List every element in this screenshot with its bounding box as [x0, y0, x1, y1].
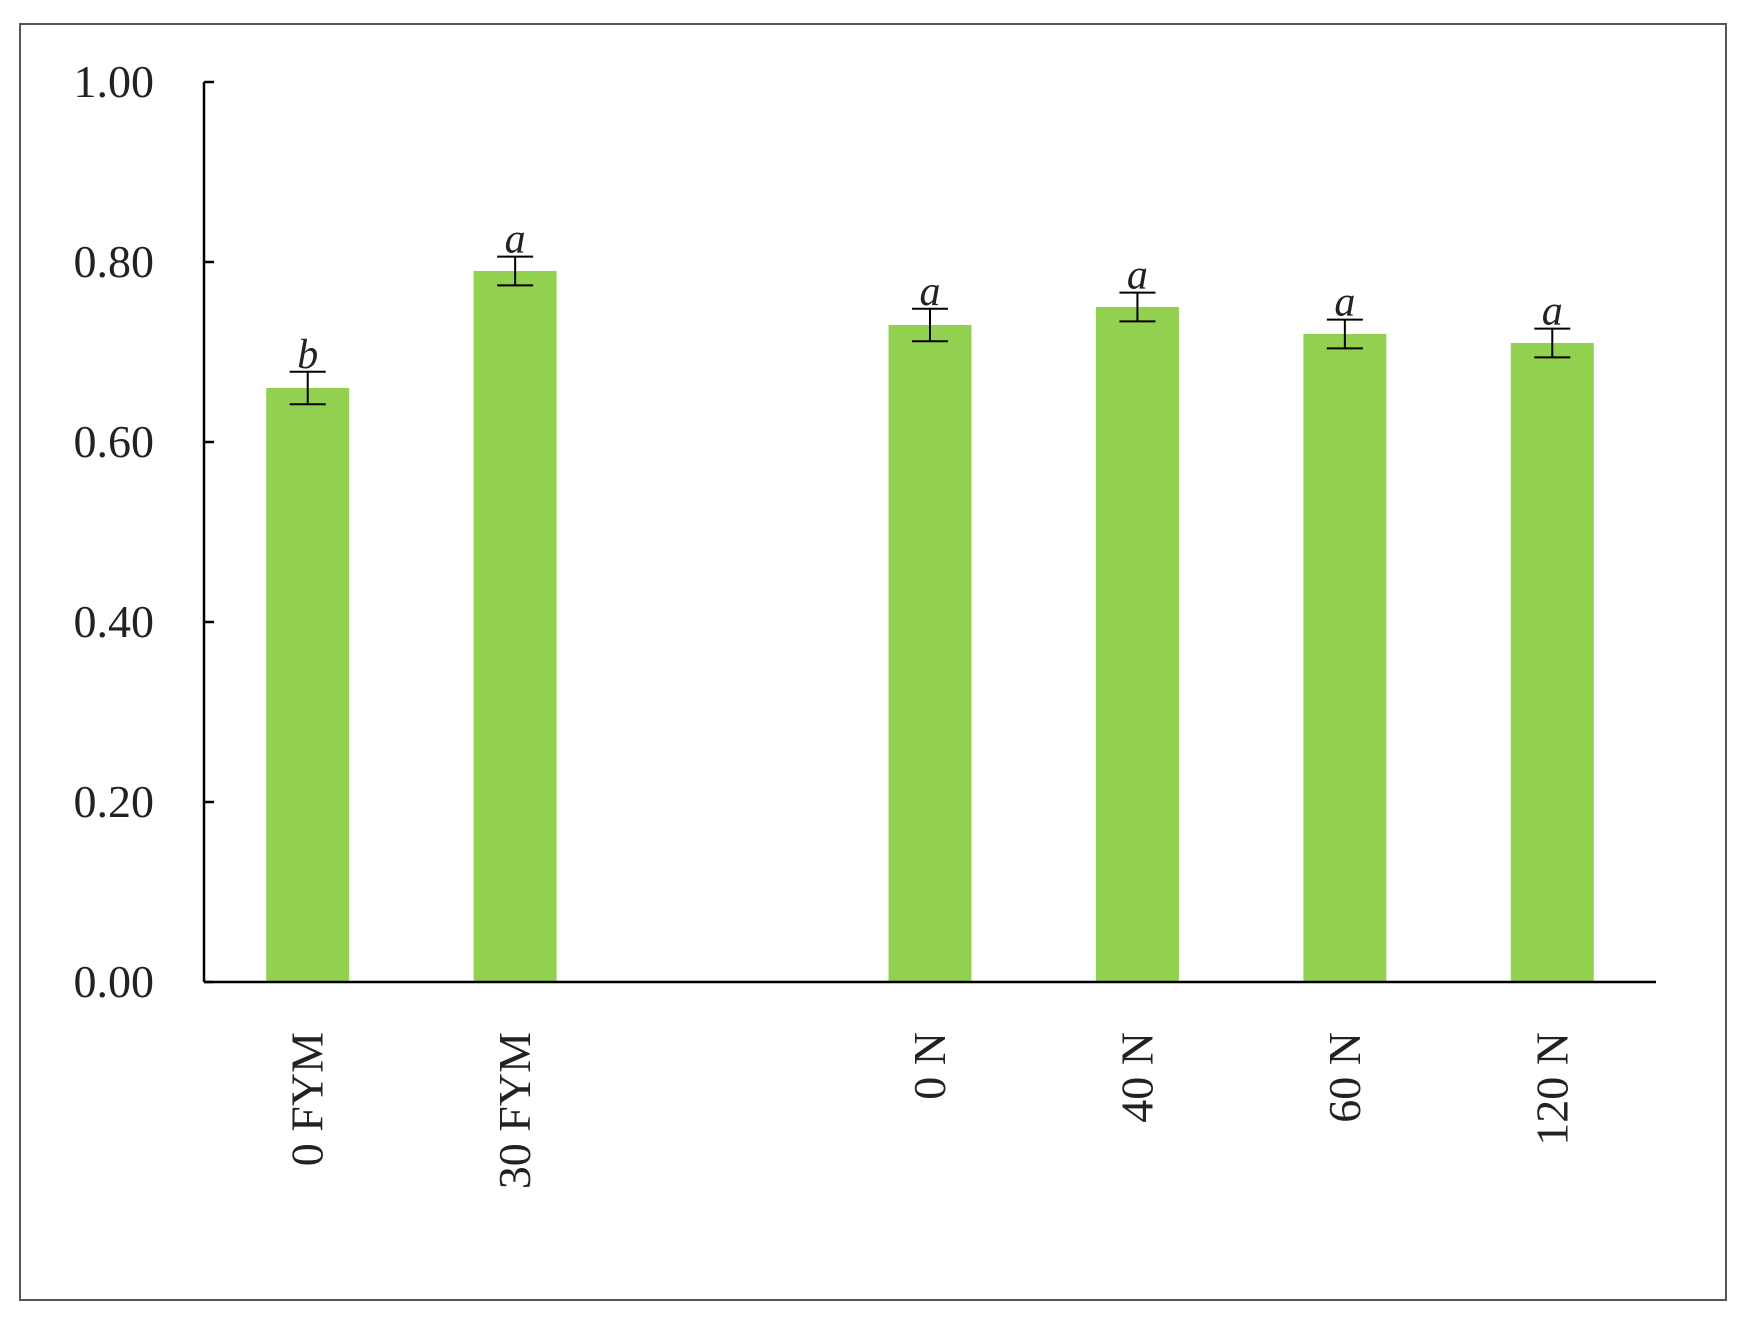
error-bar — [289, 370, 326, 406]
bar — [1095, 307, 1179, 982]
x-tick-label: 120 N — [1526, 1032, 1577, 1146]
error-bar — [912, 307, 948, 343]
x-tick-label: 0 FYM — [282, 1032, 333, 1166]
bar — [473, 271, 557, 982]
frame — [19, 23, 1727, 1301]
x-tick-label: 0 N — [904, 1032, 955, 1100]
y-tick-label: 1.00 — [74, 56, 155, 107]
bar — [266, 388, 350, 982]
y-tick-label: 0.80 — [74, 236, 155, 287]
significance-letter: a — [505, 217, 526, 263]
x-tick-label: 60 N — [1319, 1032, 1370, 1123]
significance-letter: a — [1334, 280, 1355, 326]
bar — [1303, 334, 1387, 982]
y-tick-label: 0.00 — [74, 956, 155, 1007]
y-tick-label: 0.20 — [74, 776, 155, 827]
error-bar — [1119, 291, 1156, 323]
significance-letter: a — [1542, 289, 1563, 335]
y-tick-label: 0.40 — [74, 596, 155, 647]
significance-letter: a — [1127, 253, 1148, 299]
error-bar — [1534, 327, 1571, 359]
bar — [888, 325, 972, 982]
bar — [1510, 343, 1594, 982]
significance-letter: b — [297, 332, 318, 378]
error-bar — [1326, 318, 1363, 350]
error-bar — [497, 255, 534, 287]
x-tick-label: 40 N — [1111, 1032, 1162, 1123]
y-tick-label: 0.60 — [74, 416, 155, 467]
x-tick-label: 30 FYM — [489, 1032, 540, 1189]
significance-letter: a — [920, 269, 941, 315]
